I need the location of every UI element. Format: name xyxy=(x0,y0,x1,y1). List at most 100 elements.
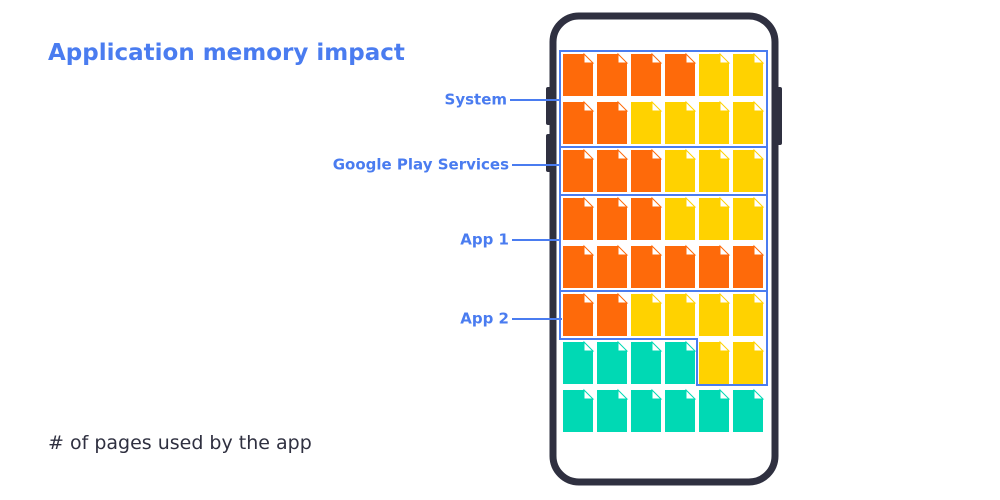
page-grid xyxy=(563,52,765,432)
label: System xyxy=(445,91,507,109)
page-fold xyxy=(685,100,697,112)
label: App 1 xyxy=(460,231,509,249)
memory-page xyxy=(665,390,695,432)
memory-page xyxy=(631,246,661,288)
page-fold xyxy=(617,388,629,400)
page-fold xyxy=(753,292,765,304)
memory-page xyxy=(665,54,695,96)
page-fold xyxy=(753,196,765,208)
page-fold xyxy=(651,100,663,112)
memory-page xyxy=(733,246,763,288)
page-fold xyxy=(617,340,629,352)
memory-page xyxy=(631,390,661,432)
memory-page xyxy=(563,198,593,240)
memory-page xyxy=(563,294,593,336)
memory-page xyxy=(563,342,593,384)
page-fold xyxy=(719,340,731,352)
memory-page xyxy=(699,150,729,192)
page-fold xyxy=(685,340,697,352)
memory-page xyxy=(563,150,593,192)
page-fold xyxy=(617,52,629,64)
memory-page xyxy=(597,390,627,432)
memory-page xyxy=(631,294,661,336)
page-fold xyxy=(651,388,663,400)
memory-page xyxy=(631,54,661,96)
memory-page xyxy=(665,198,695,240)
page-fold xyxy=(753,100,765,112)
memory-page xyxy=(597,342,627,384)
page-fold xyxy=(719,292,731,304)
page-fold xyxy=(583,388,595,400)
memory-page xyxy=(733,294,763,336)
memory-page xyxy=(563,102,593,144)
memory-page xyxy=(733,150,763,192)
memory-page xyxy=(665,342,695,384)
memory-page xyxy=(699,198,729,240)
page-fold xyxy=(685,148,697,160)
memory-page xyxy=(631,198,661,240)
page-fold xyxy=(685,244,697,256)
page-fold xyxy=(685,292,697,304)
label-lines xyxy=(510,99,562,320)
memory-page xyxy=(699,102,729,144)
memory-page xyxy=(733,342,763,384)
memory-page xyxy=(563,54,593,96)
page-fold xyxy=(651,52,663,64)
page-fold xyxy=(583,196,595,208)
memory-page xyxy=(597,54,627,96)
label: App 2 xyxy=(460,310,509,328)
memory-page xyxy=(597,294,627,336)
page-fold xyxy=(617,148,629,160)
page-fold xyxy=(753,148,765,160)
memory-page xyxy=(631,150,661,192)
page-fold xyxy=(685,388,697,400)
page-fold xyxy=(583,340,595,352)
page-fold xyxy=(753,52,765,64)
memory-page xyxy=(699,390,729,432)
page-fold xyxy=(617,100,629,112)
memory-page xyxy=(597,102,627,144)
page-fold xyxy=(583,244,595,256)
memory-page xyxy=(733,198,763,240)
page-fold xyxy=(651,292,663,304)
page-fold xyxy=(753,340,765,352)
page-fold xyxy=(719,52,731,64)
app2-outline xyxy=(559,290,768,386)
memory-page xyxy=(597,246,627,288)
memory-page xyxy=(665,102,695,144)
memory-page xyxy=(665,246,695,288)
page-fold xyxy=(719,244,731,256)
page-fold xyxy=(617,244,629,256)
page-fold xyxy=(651,340,663,352)
memory-page xyxy=(597,150,627,192)
memory-page xyxy=(733,102,763,144)
memory-page xyxy=(665,294,695,336)
memory-page xyxy=(699,342,729,384)
page-fold xyxy=(583,100,595,112)
group-outlines xyxy=(559,50,768,386)
memory-page xyxy=(699,54,729,96)
memory-page xyxy=(631,102,661,144)
label: Google Play Services xyxy=(333,156,509,174)
memory-page xyxy=(631,342,661,384)
memory-page xyxy=(699,294,729,336)
page-fold xyxy=(719,388,731,400)
page-fold xyxy=(617,292,629,304)
memory-page xyxy=(563,390,593,432)
page-fold xyxy=(719,196,731,208)
memory-page xyxy=(597,198,627,240)
page-fold xyxy=(651,196,663,208)
memory-page xyxy=(733,390,763,432)
page-fold xyxy=(651,148,663,160)
page-fold xyxy=(617,196,629,208)
page-fold xyxy=(685,52,697,64)
page-fold xyxy=(583,292,595,304)
page-fold xyxy=(583,52,595,64)
memory-page xyxy=(563,246,593,288)
page-fold xyxy=(651,244,663,256)
page-fold xyxy=(583,148,595,160)
memory-page xyxy=(699,246,729,288)
title: Application memory impact xyxy=(48,40,405,66)
page-fold xyxy=(719,100,731,112)
